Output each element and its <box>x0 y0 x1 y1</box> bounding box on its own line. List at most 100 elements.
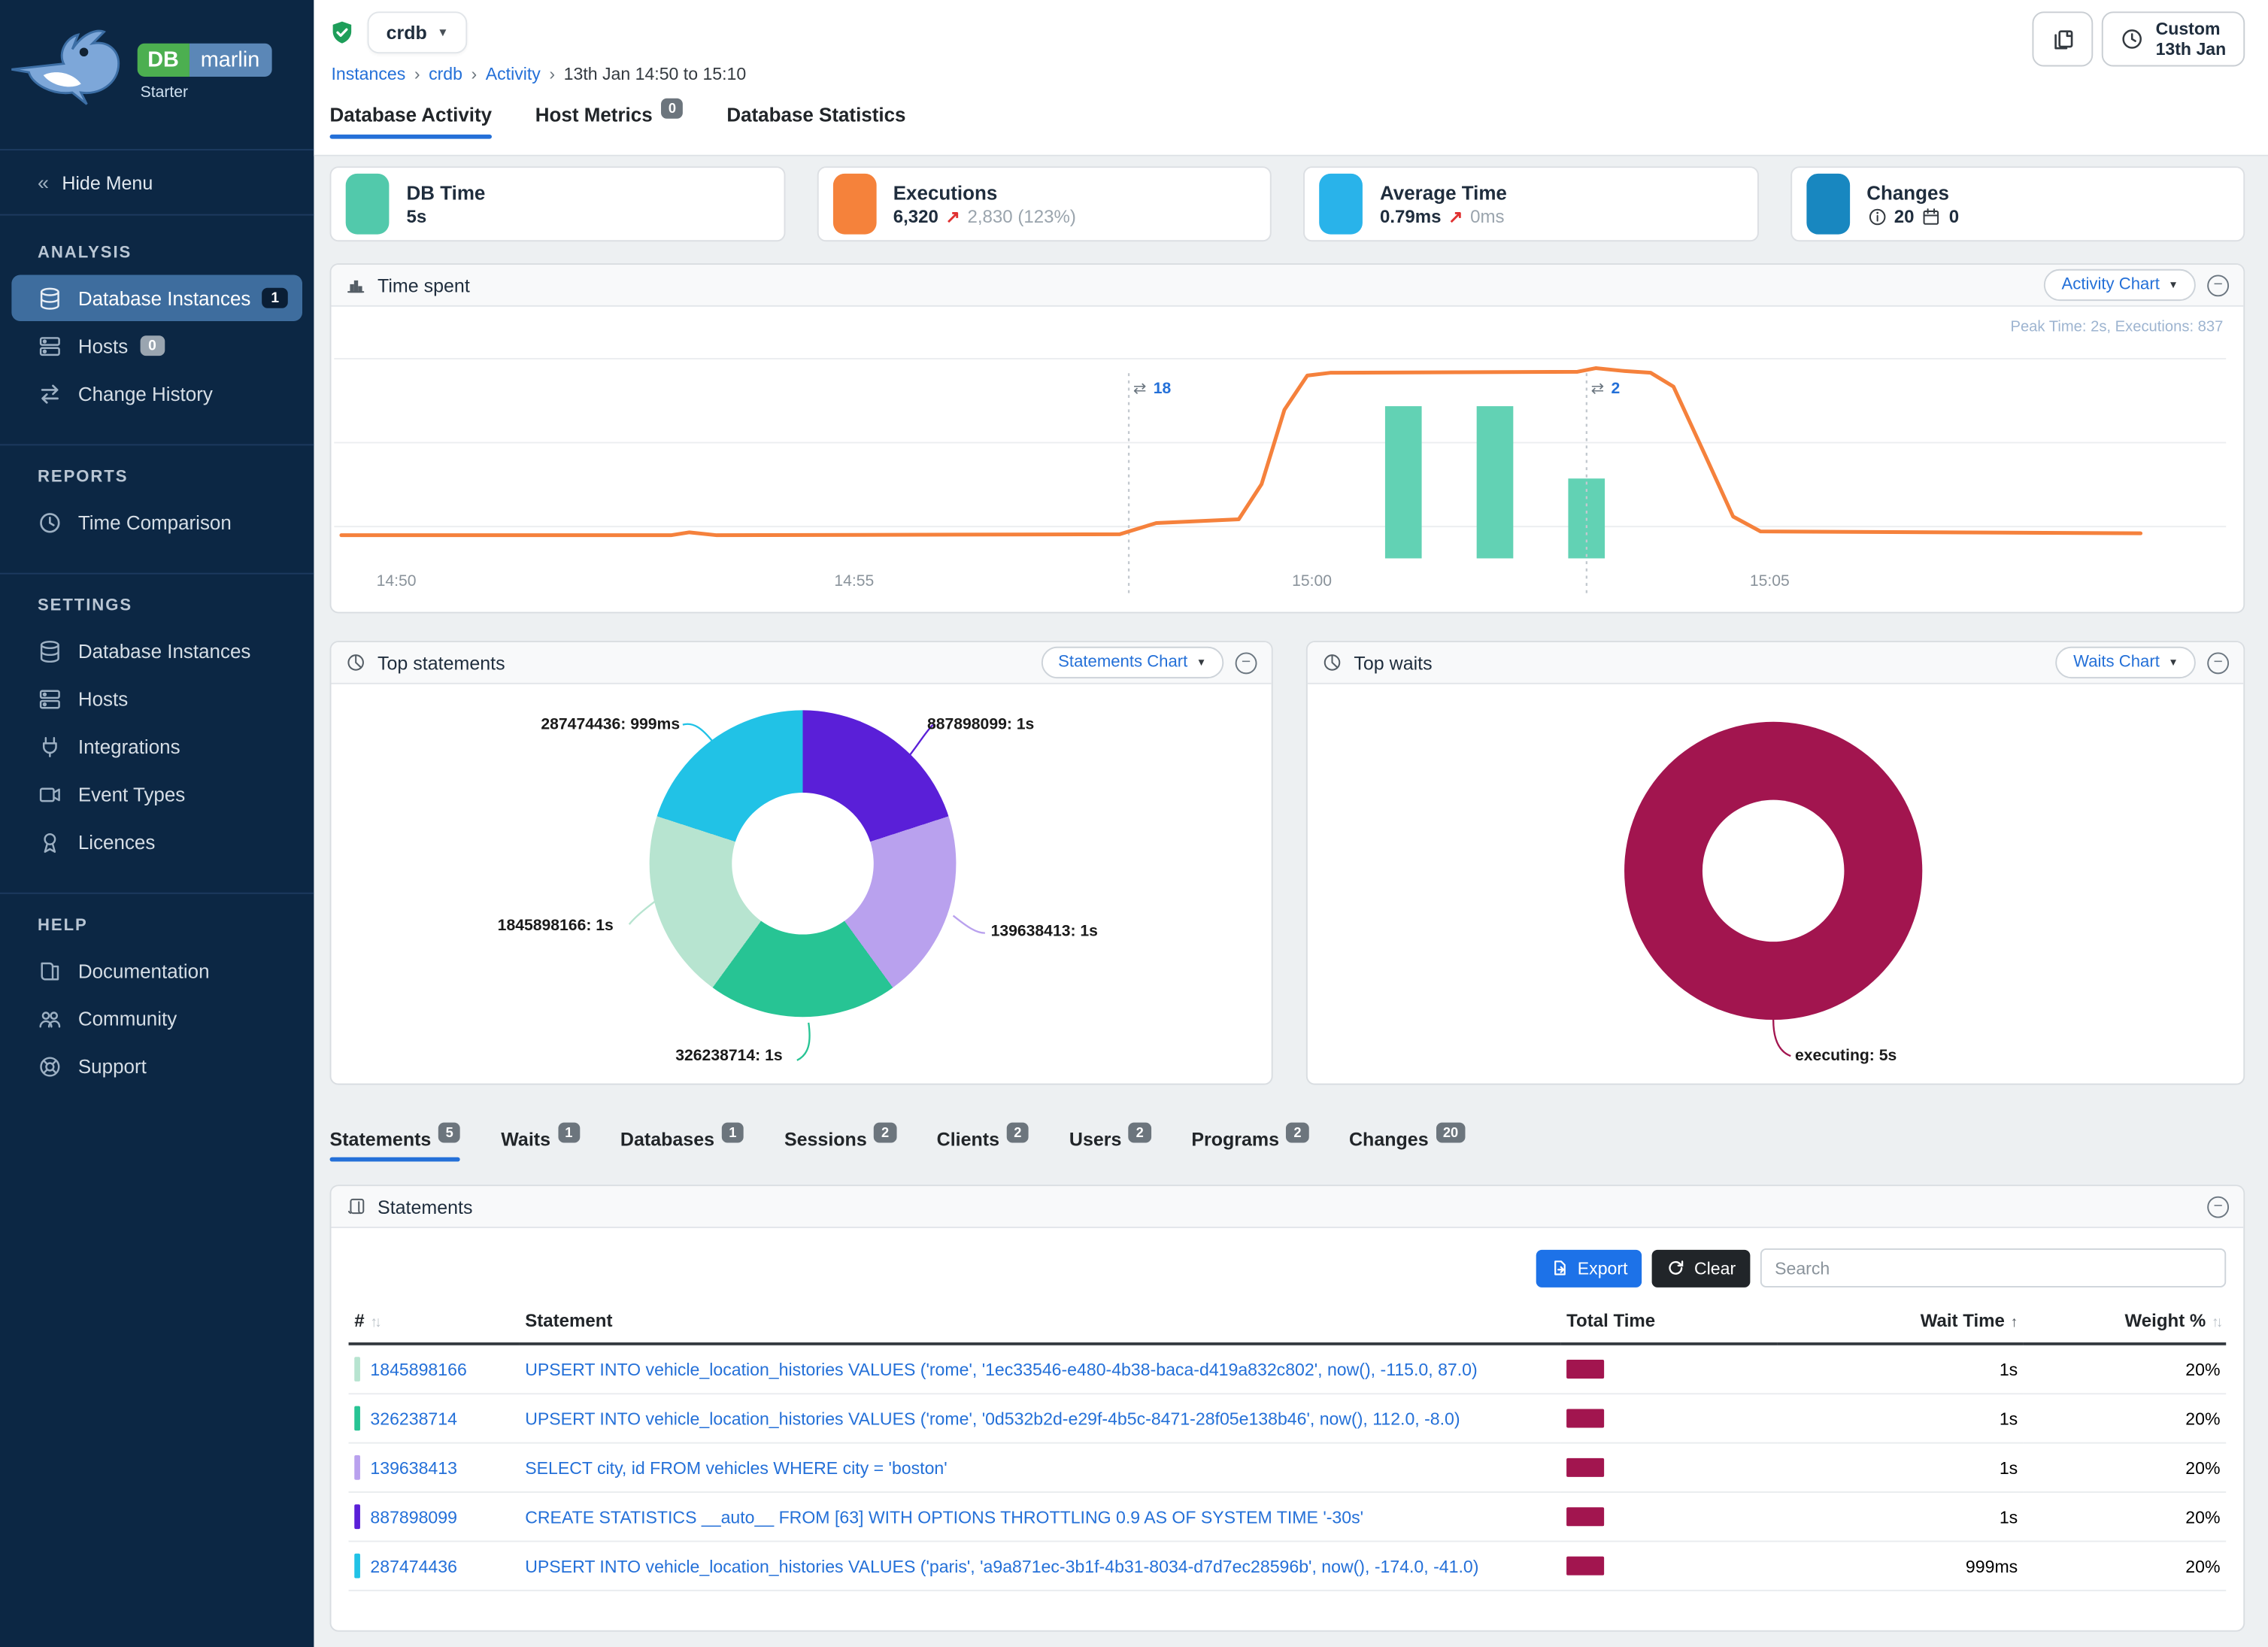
detail-tab-clients[interactable]: Clients 2 <box>936 1122 1029 1161</box>
server-icon <box>38 687 62 711</box>
marlin-logo-icon <box>9 20 131 117</box>
statement-link[interactable]: UPSERT INTO vehicle_location_histories V… <box>525 1359 1478 1380</box>
kpi-value-row: 0.79ms ↗ 0ms <box>1380 206 1507 226</box>
column-label: # <box>354 1310 365 1331</box>
caret-down-icon: ▼ <box>1196 657 1207 668</box>
instance-selector[interactable]: crdb ▼ <box>367 11 468 54</box>
statement-color-bar <box>354 1357 360 1382</box>
sort-icon[interactable]: ↑↓ <box>370 1315 381 1331</box>
kpi-body: Changes 20 0 <box>1866 181 1959 226</box>
column-label: Total Time <box>1566 1310 1656 1331</box>
copy-report-button[interactable] <box>2033 11 2094 67</box>
table-toolbar: Export Clear <box>331 1228 2243 1302</box>
clear-button[interactable]: Clear <box>1652 1248 1751 1287</box>
statement-color-bar <box>354 1455 360 1480</box>
breadcrumb-link[interactable]: Instances <box>331 63 406 84</box>
statement-text-cell: CREATE STATISTICS __auto__ FROM [63] WIT… <box>519 1492 1561 1542</box>
sidebar-item-licences[interactable]: Licences <box>11 819 302 866</box>
statement-link[interactable]: CREATE STATISTICS __auto__ FROM [63] WIT… <box>525 1506 1364 1527</box>
statement-id-link[interactable]: 139638413 <box>370 1457 457 1478</box>
activity-chart-selector[interactable]: Activity Chart ▼ <box>2044 268 2196 302</box>
sidebar-item-database-instances[interactable]: Database Instances 1 <box>11 274 303 322</box>
column-header--[interactable]: # ↑↓ <box>348 1302 520 1345</box>
detail-tab-databases[interactable]: Databases 1 <box>620 1122 744 1161</box>
breadcrumb-link[interactable]: Activity <box>485 63 541 84</box>
caret-down-icon: ▼ <box>2168 280 2179 290</box>
statement-text-cell: UPSERT INTO vehicle_location_histories V… <box>519 1343 1561 1395</box>
sidebar-item-hosts[interactable]: Hosts <box>11 675 302 722</box>
sidebar-item-label: Database Instances <box>77 287 251 309</box>
statement-id-wrap: 287474436 <box>354 1553 514 1579</box>
arrow-up-icon: ↗ <box>1448 206 1463 227</box>
svg-text:⇄: ⇄ <box>1133 380 1147 397</box>
kpi-card-average-time: Average Time 0.79ms ↗ 0ms <box>1303 166 1758 242</box>
detail-tab-sessions[interactable]: Sessions 2 <box>784 1122 896 1161</box>
column-header-statement[interactable]: Statement <box>519 1302 1561 1345</box>
collapse-panel-button[interactable]: − <box>2207 1195 2230 1218</box>
statements-chart-selector[interactable]: Statements Chart ▼ <box>1041 646 1224 679</box>
top-waits-chart: executing: 5s <box>1308 684 2243 1084</box>
detail-tab-changes[interactable]: Changes 20 <box>1349 1122 1466 1161</box>
column-header-total-time[interactable]: Total Time <box>1560 1302 1778 1345</box>
breadcrumb-link[interactable]: crdb <box>429 63 462 84</box>
statement-id-link[interactable]: 326238714 <box>370 1408 457 1429</box>
sidebar-item-event-types[interactable]: Event Types <box>11 771 302 817</box>
column-header-wait-time[interactable]: Wait Time ↑ <box>1777 1302 2024 1345</box>
tab-database-activity[interactable]: Database Activity <box>329 104 493 139</box>
sidebar-item-hosts[interactable]: Hosts 0 <box>11 323 302 369</box>
support-icon <box>38 1054 62 1078</box>
detail-tab-badge: 2 <box>1286 1122 1309 1143</box>
statement-link[interactable]: UPSERT INTO vehicle_location_histories V… <box>525 1408 1460 1429</box>
hide-menu-button[interactable]: « Hide Menu <box>0 150 314 216</box>
sidebar-item-change-history[interactable]: Change History <box>11 370 302 417</box>
sidebar-item-documentation[interactable]: Documentation <box>11 948 302 994</box>
detail-tab-label: Programs <box>1191 1128 1280 1151</box>
sidebar-item-database-instances[interactable]: Database Instances <box>11 628 302 675</box>
statement-id-link[interactable]: 287474436 <box>370 1555 457 1576</box>
statement-id-cell: 1845898166 <box>348 1343 520 1395</box>
detail-tab-programs[interactable]: Programs 2 <box>1191 1122 1309 1161</box>
detail-tab-statements[interactable]: Statements 5 <box>329 1122 462 1162</box>
waits-chart-selector[interactable]: Waits Chart ▼ <box>2056 646 2196 679</box>
statement-text-cell: UPSERT INTO vehicle_location_histories V… <box>519 1541 1561 1591</box>
chevrons-left-icon: « <box>38 170 50 194</box>
wait-time-cell: 1s <box>1777 1343 2024 1395</box>
detail-tab-users[interactable]: Users 2 <box>1069 1122 1151 1161</box>
kpi-body: Average Time 0.79ms ↗ 0ms <box>1380 181 1507 226</box>
statement-link[interactable]: SELECT city, id FROM vehicles WHERE city… <box>525 1457 948 1478</box>
export-button[interactable]: Export <box>1536 1248 1642 1287</box>
statement-color-bar <box>354 1406 360 1431</box>
svg-text:14:55: 14:55 <box>834 572 874 590</box>
sidebar-item-community[interactable]: Community <box>11 995 302 1042</box>
detail-tab-label: Waits <box>501 1128 551 1151</box>
sort-icon[interactable]: ↑↓ <box>2211 1315 2223 1331</box>
nav-section-reports: REPORTS Time Comparison <box>0 444 314 562</box>
detail-tab-waits[interactable]: Waits 1 <box>501 1122 581 1161</box>
sort-icon[interactable]: ↑ <box>2010 1315 2018 1331</box>
column-header-weight-[interactable]: Weight % ↑↓ <box>2023 1302 2227 1345</box>
detail-tab-label: Databases <box>620 1128 715 1151</box>
tab-database-statistics[interactable]: Database Statistics <box>726 104 905 138</box>
database-icon <box>38 638 62 663</box>
collapse-panel-button[interactable]: − <box>1235 651 1257 674</box>
info-icon <box>1866 206 1887 226</box>
sidebar-item-time-comparison[interactable]: Time Comparison <box>11 499 302 546</box>
collapse-panel-button[interactable]: − <box>2207 274 2230 296</box>
svg-text:15:05: 15:05 <box>1750 572 1790 590</box>
tab-host-metrics[interactable]: Host Metrics 0 <box>535 98 684 138</box>
sidebar-item-label: Support <box>77 1055 147 1078</box>
kpi-value: 0.79ms <box>1379 206 1442 227</box>
statement-id-link[interactable]: 1845898166 <box>370 1359 467 1380</box>
sidebar-item-integrations[interactable]: Integrations <box>11 723 302 770</box>
kpi-title: Executions <box>893 181 998 204</box>
sidebar-item-support[interactable]: Support <box>11 1043 302 1090</box>
tab-label: Host Metrics <box>535 104 653 126</box>
statement-link[interactable]: UPSERT INTO vehicle_location_histories V… <box>525 1555 1479 1576</box>
time-range-button[interactable]: Custom 13th Jan <box>2102 11 2245 67</box>
detail-tab-label: Clients <box>936 1128 1000 1151</box>
collapse-panel-button[interactable]: − <box>2207 651 2230 674</box>
statement-id-link[interactable]: 887898099 <box>370 1506 457 1527</box>
search-input[interactable] <box>1760 1248 2227 1288</box>
svg-text:2: 2 <box>1612 380 1621 397</box>
kpi-value-row: 5s <box>406 206 485 226</box>
